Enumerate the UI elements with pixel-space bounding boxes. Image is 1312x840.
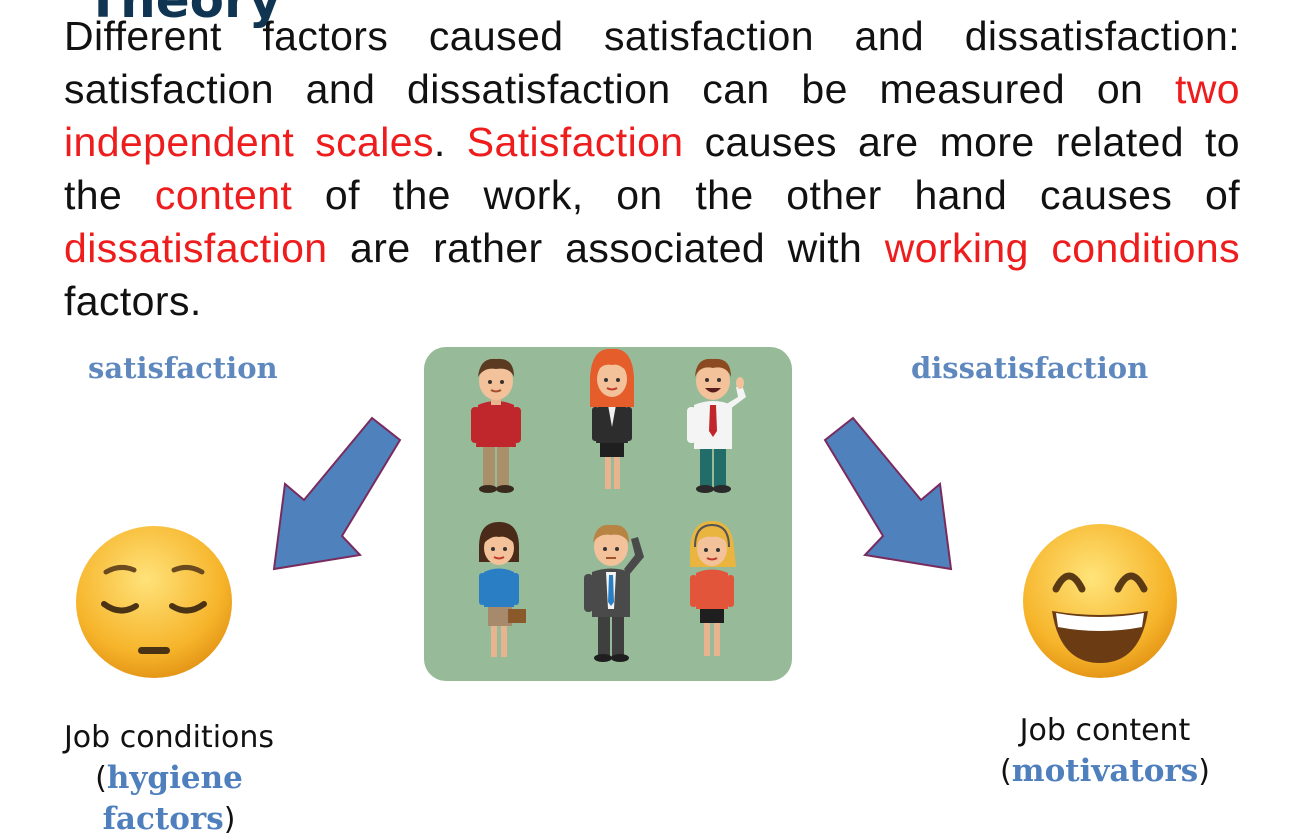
person-figure (690, 521, 736, 656)
satisfaction-label: satisfaction (88, 351, 278, 385)
people-illustration (424, 347, 792, 681)
paragraph-segment: causes are more related to the (64, 119, 1240, 218)
paragraph-segment: factors. (64, 278, 202, 324)
motivators-label: motivators (1011, 753, 1199, 789)
paren-close: ) (1198, 754, 1210, 789)
paragraph-segment: of the work, on the other hand causes of (292, 172, 1240, 218)
paragraph-highlight: dissatisfaction (64, 225, 328, 271)
caption-subtitle: (motivators) (990, 751, 1220, 792)
person-figure (479, 522, 526, 657)
person-figure (471, 358, 521, 493)
paren-open: ( (95, 761, 107, 796)
caption-subtitle: (hygiene factors) (26, 758, 312, 840)
down-right-arrow (823, 416, 953, 571)
dissatisfaction-label: dissatisfaction (911, 351, 1149, 385)
down-left-arrow (272, 416, 402, 571)
job-content-caption: Job content (motivators) (990, 711, 1220, 792)
slide-title-fragment: Theory (86, 0, 282, 29)
caption-title: Job conditions (63, 720, 275, 755)
paragraph-highlight: two independent scales (64, 66, 1240, 165)
person-figure (590, 348, 634, 489)
paragraph-segment: Different factors caused satisfaction an… (64, 13, 1240, 112)
paragraph-highlight: content (154, 172, 293, 218)
person-figure (687, 358, 746, 493)
paren-open: ( (1000, 754, 1012, 789)
main-paragraph: Different factors caused satisfaction an… (64, 10, 1240, 328)
paragraph-segment: . (433, 119, 467, 165)
sad-face-emoji (76, 526, 232, 678)
job-conditions-caption: Job conditions (hygiene factors) (26, 718, 312, 840)
paragraph-highlight: working conditions (884, 225, 1240, 271)
happy-face-emoji (1023, 524, 1177, 678)
caption-title: Job content (1019, 713, 1191, 748)
hygiene-factors-label: hygiene factors (102, 760, 243, 837)
paren-close: ) (223, 802, 236, 837)
paragraph-highlight: Satisfaction (466, 119, 684, 165)
paragraph-segment: are rather associated with (327, 225, 885, 271)
person-figure (584, 524, 644, 662)
